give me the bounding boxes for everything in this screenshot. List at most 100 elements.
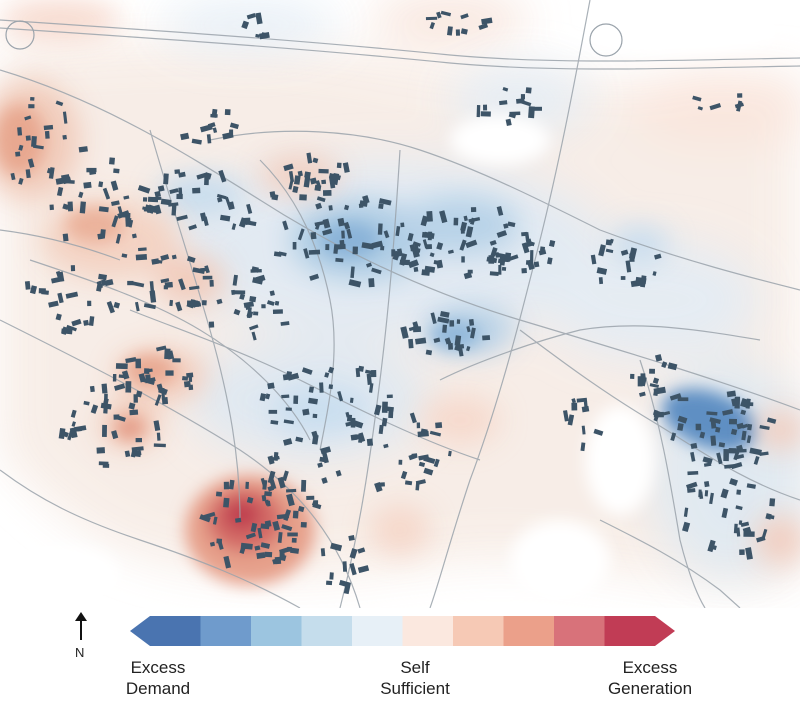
building <box>383 230 390 239</box>
building <box>398 459 403 465</box>
building <box>404 480 413 486</box>
building <box>328 366 335 374</box>
building <box>57 292 64 304</box>
building <box>328 176 336 189</box>
building <box>361 242 375 250</box>
building <box>687 470 699 476</box>
building <box>55 313 62 321</box>
building <box>766 417 777 424</box>
building <box>447 249 454 255</box>
building <box>440 311 450 318</box>
building <box>366 438 374 447</box>
building <box>285 407 292 411</box>
building <box>320 446 332 455</box>
building <box>309 273 320 281</box>
building <box>131 233 137 239</box>
building <box>115 363 128 370</box>
building <box>163 173 169 185</box>
building <box>695 423 702 431</box>
building <box>306 152 313 164</box>
building <box>268 476 277 490</box>
legend-label-excess-demand-line1: Excess <box>130 658 186 677</box>
building <box>102 398 109 407</box>
building <box>649 383 660 388</box>
building <box>424 265 436 273</box>
building <box>121 253 128 258</box>
building <box>661 361 668 368</box>
building <box>292 242 297 250</box>
building <box>699 431 706 439</box>
building <box>110 200 120 207</box>
building <box>488 255 495 264</box>
building <box>135 358 142 369</box>
building <box>24 280 31 290</box>
building <box>208 321 215 328</box>
building <box>677 423 684 431</box>
building <box>43 124 54 131</box>
building <box>468 318 475 326</box>
building <box>319 456 328 463</box>
building <box>216 298 223 305</box>
building <box>101 424 107 437</box>
building <box>339 239 345 245</box>
building <box>232 274 238 286</box>
building <box>255 33 260 38</box>
building <box>286 488 297 493</box>
building <box>418 461 426 467</box>
building <box>113 168 120 174</box>
building <box>111 430 119 440</box>
building <box>504 252 512 262</box>
building <box>128 402 136 410</box>
building <box>426 210 433 222</box>
building <box>433 458 440 468</box>
legend-label-self-sufficient-line1: Self <box>400 658 430 677</box>
building <box>98 206 109 213</box>
building <box>246 496 254 504</box>
building <box>297 228 305 241</box>
building <box>186 372 194 378</box>
building <box>729 418 737 425</box>
building <box>245 481 249 489</box>
building <box>113 414 120 420</box>
building <box>137 184 151 194</box>
building <box>709 492 714 505</box>
building <box>420 428 428 434</box>
building <box>590 254 597 265</box>
building <box>598 244 606 257</box>
building <box>135 450 142 457</box>
building <box>571 402 578 411</box>
building <box>144 204 158 213</box>
building <box>502 87 509 92</box>
building <box>28 104 35 109</box>
building <box>444 337 452 345</box>
building <box>112 374 117 382</box>
building <box>169 299 174 307</box>
building <box>649 368 655 374</box>
building <box>439 210 448 224</box>
building <box>530 106 542 111</box>
building <box>724 464 735 469</box>
building <box>459 239 467 251</box>
building <box>311 434 319 445</box>
building <box>720 488 729 499</box>
building <box>186 255 196 263</box>
building <box>157 185 165 192</box>
building <box>117 210 130 219</box>
building <box>312 502 322 510</box>
building <box>310 231 317 240</box>
building <box>470 207 477 213</box>
building <box>707 539 716 553</box>
building <box>319 382 324 393</box>
building <box>56 186 64 197</box>
building <box>669 393 682 401</box>
building <box>453 217 459 226</box>
building <box>323 190 332 196</box>
building <box>769 498 776 507</box>
building <box>283 163 294 172</box>
building <box>737 93 743 98</box>
building <box>749 447 762 456</box>
building <box>264 551 273 558</box>
building <box>378 424 384 435</box>
building <box>337 390 344 402</box>
building <box>202 275 213 280</box>
